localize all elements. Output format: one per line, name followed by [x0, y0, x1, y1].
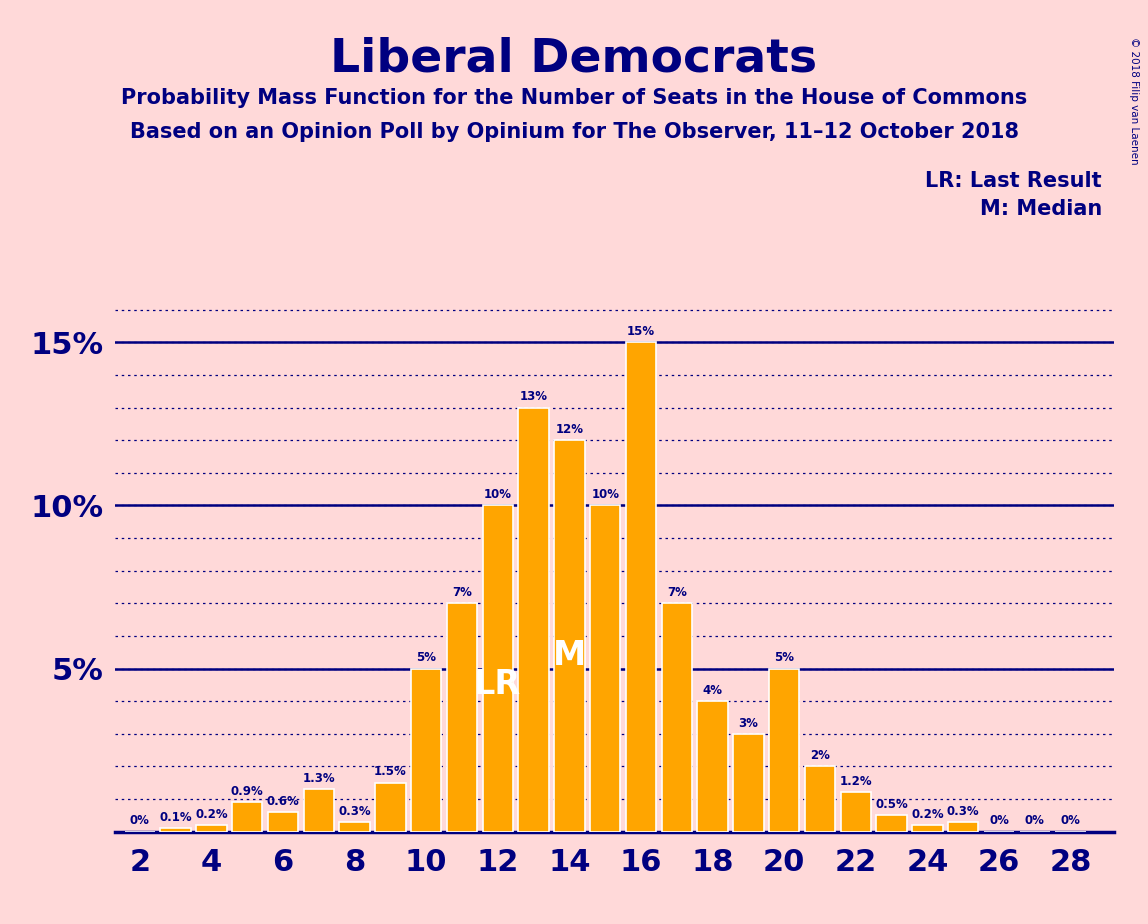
Bar	[734, 734, 763, 832]
Bar	[554, 440, 584, 832]
Text: 12%: 12%	[556, 423, 583, 436]
Bar	[196, 825, 226, 832]
Bar	[303, 789, 334, 832]
Text: 0.2%: 0.2%	[912, 808, 944, 821]
Text: 7%: 7%	[452, 586, 472, 599]
Bar	[411, 669, 442, 832]
Bar	[267, 812, 298, 832]
Bar	[769, 669, 799, 832]
Bar	[661, 603, 692, 832]
Text: Probability Mass Function for the Number of Seats in the House of Commons: Probability Mass Function for the Number…	[121, 88, 1027, 108]
Bar	[232, 802, 263, 832]
Text: M: M	[553, 639, 587, 672]
Text: 15%: 15%	[627, 325, 656, 338]
Text: 0.2%: 0.2%	[195, 808, 227, 821]
Text: 10%: 10%	[591, 488, 619, 501]
Text: 0.3%: 0.3%	[339, 805, 371, 818]
Text: Liberal Democrats: Liberal Democrats	[331, 37, 817, 82]
Text: 10%: 10%	[483, 488, 512, 501]
Bar	[948, 821, 978, 832]
Text: Based on an Opinion Poll by Opinium for The Observer, 11–12 October 2018: Based on an Opinion Poll by Opinium for …	[130, 122, 1018, 142]
Text: 3%: 3%	[738, 716, 759, 730]
Text: 2%: 2%	[810, 749, 830, 762]
Bar	[519, 407, 549, 832]
Text: M: Median: M: Median	[980, 199, 1102, 219]
Text: 1.2%: 1.2%	[839, 775, 872, 788]
Text: 0.3%: 0.3%	[947, 805, 979, 818]
Text: 5%: 5%	[417, 651, 436, 664]
Bar	[375, 783, 405, 832]
Text: 0%: 0%	[990, 814, 1009, 827]
Text: 0%: 0%	[1061, 814, 1080, 827]
Bar	[447, 603, 478, 832]
Text: 1.5%: 1.5%	[374, 765, 406, 778]
Text: LR: LR	[474, 668, 521, 701]
Bar	[161, 828, 191, 832]
Text: LR: Last Result: LR: Last Result	[925, 171, 1102, 191]
Text: 7%: 7%	[667, 586, 687, 599]
Text: 0.9%: 0.9%	[231, 785, 264, 798]
Bar	[482, 505, 513, 832]
Bar	[913, 825, 943, 832]
Bar	[590, 505, 620, 832]
Text: 0.5%: 0.5%	[875, 798, 908, 811]
Text: 5%: 5%	[774, 651, 794, 664]
Text: 0%: 0%	[1025, 814, 1045, 827]
Bar	[876, 815, 907, 832]
Bar	[340, 821, 370, 832]
Text: 13%: 13%	[520, 391, 548, 404]
Text: 1.3%: 1.3%	[303, 772, 335, 785]
Bar	[698, 701, 728, 832]
Text: 4%: 4%	[703, 684, 722, 697]
Text: © 2018 Filip van Laenen: © 2018 Filip van Laenen	[1130, 37, 1139, 164]
Bar	[840, 793, 871, 832]
Text: 0.1%: 0.1%	[160, 811, 192, 824]
Text: 0%: 0%	[130, 814, 149, 827]
Text: 0.6%: 0.6%	[266, 795, 300, 808]
Bar	[626, 343, 657, 832]
Bar	[805, 766, 836, 832]
